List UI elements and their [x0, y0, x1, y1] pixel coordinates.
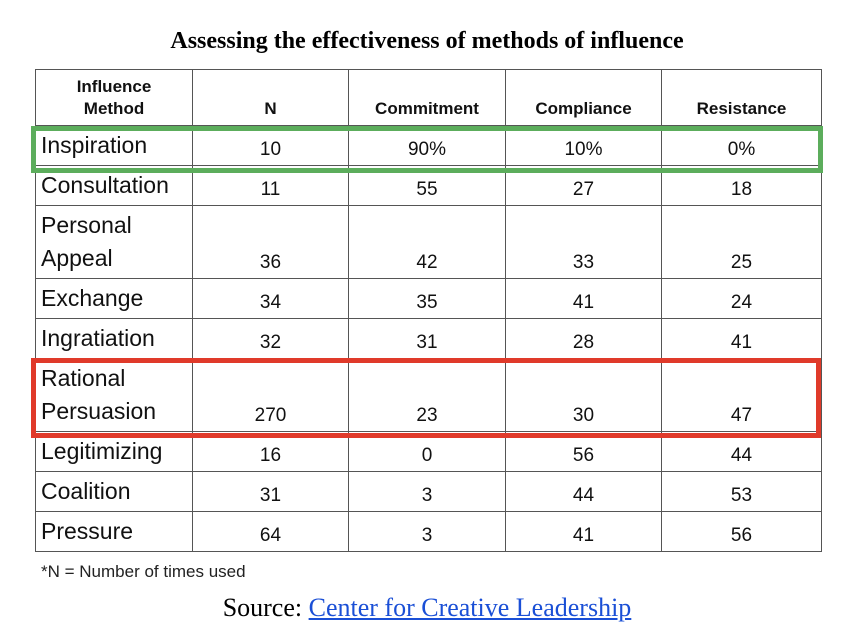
cell-commitment: 55	[348, 165, 506, 206]
cell-resistance: 53	[661, 471, 822, 512]
table-row: Pressure 64 3 41 56	[35, 511, 822, 552]
cell-commitment: 31	[348, 318, 506, 359]
cell-compliance: 28	[505, 318, 662, 359]
method-label-line: Legitimizing	[41, 438, 163, 464]
table-row: Personal Appeal 36 42 33 25	[35, 205, 822, 279]
cell-resistance: 24	[661, 278, 822, 319]
header-n: N	[192, 69, 349, 126]
cell-commitment: 35	[348, 278, 506, 319]
table-row: Legitimizing 16 0 56 44	[35, 431, 822, 472]
cell-commitment: 23	[348, 358, 506, 432]
influence-table: Influence Method N Commitment Compliance…	[35, 69, 822, 552]
cell-commitment: 3	[348, 511, 506, 552]
chart-title: Assessing the effectiveness of methods o…	[170, 28, 684, 54]
cell-n: 11	[192, 165, 349, 206]
cell-method: Ingratiation	[35, 318, 193, 359]
table-body: Inspiration 10 90% 10% 0% Consultation 11 55 27 1…	[35, 125, 822, 552]
cell-method: Legitimizing	[35, 431, 193, 472]
method-label-line: Rational	[41, 365, 126, 391]
cell-method: Consultation	[35, 165, 193, 206]
cell-resistance: 25	[661, 205, 822, 279]
cell-resistance: 0%	[661, 125, 822, 166]
source-line: Source: Center for Creative Leadership	[0, 593, 854, 623]
cell-method: Coalition	[35, 471, 193, 512]
source-link[interactable]: Center for Creative Leadership	[308, 593, 632, 622]
cell-method: Pressure	[35, 511, 193, 552]
source-prefix: Source:	[222, 593, 309, 622]
table-row: Exchange 34 35 41 24	[35, 278, 822, 319]
cell-method: Inspiration	[35, 125, 193, 166]
cell-resistance: 41	[661, 318, 822, 359]
table-row: Consultation 11 55 27 18	[35, 165, 822, 206]
cell-n: 270	[192, 358, 349, 432]
table-row: Ingratiation 32 31 28 41	[35, 318, 822, 359]
cell-commitment: 42	[348, 205, 506, 279]
method-label-line: Consultation	[41, 172, 169, 198]
header-method-line2: Method	[83, 99, 145, 118]
table-row: Coalition 31 3 44 53	[35, 471, 822, 512]
cell-compliance: 56	[505, 431, 662, 472]
cell-n: 34	[192, 278, 349, 319]
cell-n: 36	[192, 205, 349, 279]
cell-n: 31	[192, 471, 349, 512]
method-label-line: Coalition	[41, 478, 131, 504]
cell-n: 16	[192, 431, 349, 472]
cell-resistance: 44	[661, 431, 822, 472]
method-label-line: Personal	[41, 212, 132, 238]
cell-compliance: 33	[505, 205, 662, 279]
method-label-line: Pressure	[41, 518, 134, 544]
cell-commitment: 3	[348, 471, 506, 512]
cell-compliance: 30	[505, 358, 662, 432]
table-row: Inspiration 10 90% 10% 0%	[35, 125, 822, 166]
header-influence-method: Influence Method	[35, 69, 193, 126]
influence-table-container: Influence Method N Commitment Compliance…	[35, 69, 822, 552]
cell-compliance: 41	[505, 278, 662, 319]
cell-commitment: 0	[348, 431, 506, 472]
method-label-line: Exchange	[41, 285, 144, 311]
header-method-line1: Influence	[76, 77, 152, 96]
method-label-line: Appeal	[41, 245, 113, 271]
cell-compliance: 41	[505, 511, 662, 552]
cell-resistance: 18	[661, 165, 822, 206]
cell-n: 10	[192, 125, 349, 166]
table-row: Rational Persuasion 270 23 30 47	[35, 358, 822, 432]
cell-compliance: 44	[505, 471, 662, 512]
cell-compliance: 10%	[505, 125, 662, 166]
cell-method: Exchange	[35, 278, 193, 319]
method-label-line: Inspiration	[41, 132, 148, 158]
footnote: *N = Number of times used	[41, 562, 246, 581]
header-commitment: Commitment	[348, 69, 506, 126]
cell-n: 32	[192, 318, 349, 359]
method-label-line: Persuasion	[41, 398, 157, 424]
table-header-row: Influence Method N Commitment Compliance…	[35, 69, 822, 126]
cell-n: 64	[192, 511, 349, 552]
method-label-line: Ingratiation	[41, 325, 155, 351]
header-resistance: Resistance	[661, 69, 822, 126]
cell-compliance: 27	[505, 165, 662, 206]
cell-method: Rational Persuasion	[35, 358, 193, 432]
cell-resistance: 47	[661, 358, 822, 432]
cell-commitment: 90%	[348, 125, 506, 166]
cell-resistance: 56	[661, 511, 822, 552]
cell-method: Personal Appeal	[35, 205, 193, 279]
header-compliance: Compliance	[505, 69, 662, 126]
